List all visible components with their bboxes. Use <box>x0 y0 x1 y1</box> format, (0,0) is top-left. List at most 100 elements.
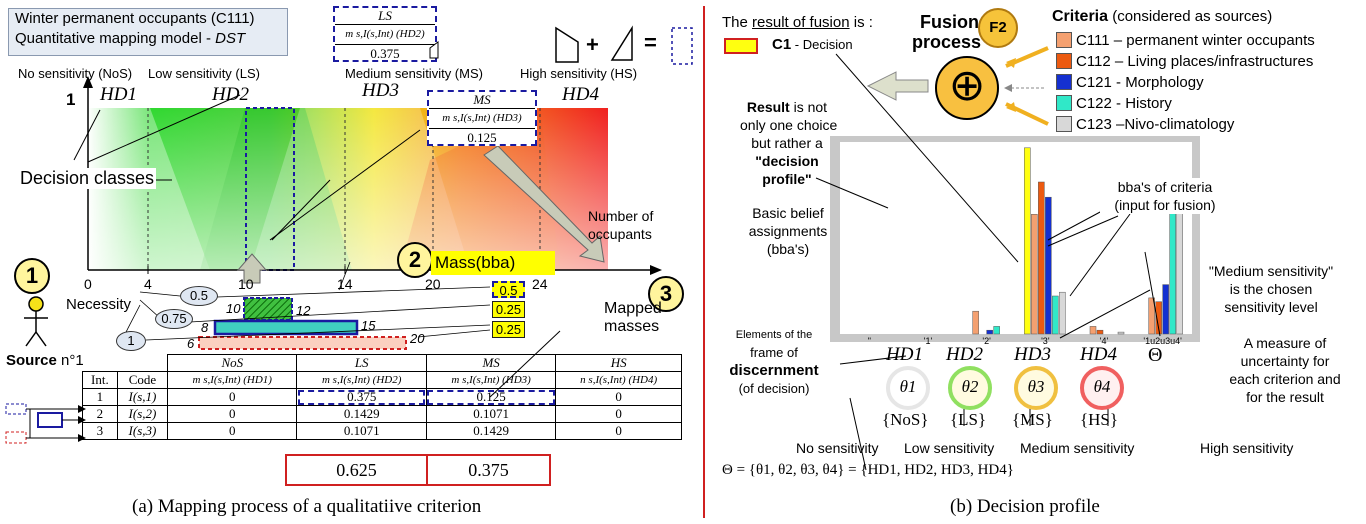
mapped-masses-1: Mapped <box>604 300 662 317</box>
axis-hd4: HD4 <box>1080 344 1117 365</box>
mapped-mass-2: 0.25 <box>492 301 525 318</box>
model-title-line2: Quantitative mapping model - DST <box>15 30 246 47</box>
up-arrow <box>236 253 268 284</box>
axis-hd1: HD1 <box>886 344 923 365</box>
mass-bba-label: Mass(bba) <box>431 251 555 275</box>
label-hs: High sensitivity (HS) <box>520 66 638 81</box>
caption-a: (a) Mapping process of a qualitatiive cr… <box>132 496 482 517</box>
table-top-header: NoS LS MS HS <box>83 354 682 372</box>
sens-low: Low sensitivity <box>904 440 995 456</box>
x-tick-0: 0 <box>84 276 92 292</box>
x-category-label: '1' <box>923 336 933 346</box>
sens-medium: Medium sensitivity <box>1020 440 1135 456</box>
necessity-1: 1 <box>116 331 146 351</box>
hd4-label: HD4 <box>562 84 599 105</box>
x-category-label: " <box>867 336 871 346</box>
hd1-label: HD1 <box>100 84 137 105</box>
label-ms: Medium sensitivity (MS) <box>345 66 483 81</box>
elements-note: Elements of the frame of discernment (of… <box>729 329 819 396</box>
legend-swatch <box>1056 32 1072 48</box>
ms-mass-card: MS m s,I(s,Int) (HD3) 0.125 <box>427 90 537 146</box>
table-row: 3 I(s,3) 0 0.1071 0.1429 0 <box>82 422 682 440</box>
bound-12: 12 <box>296 303 311 318</box>
x-category-label: '1u2u3u4' <box>1143 336 1182 346</box>
theta-4-circle: θ4 <box>1080 366 1124 410</box>
result-intro: The result of fusion is : <box>722 14 873 31</box>
bound-15: 15 <box>361 318 376 333</box>
x-tick-10: 10 <box>238 276 254 292</box>
uncert-note: A measure of uncertainty for each criterio… <box>1229 335 1341 405</box>
legend-label: C123 –Nivo-climatology <box>1076 116 1235 133</box>
legend-item: C122 - History <box>1056 95 1172 112</box>
num-occupants-1: Number of <box>588 208 654 224</box>
mapped-mass-3: 0.25 <box>492 321 525 338</box>
model-title-box <box>8 8 288 56</box>
necessity-0-75: 0.75 <box>155 309 193 329</box>
legend-label: C121 - Morphology <box>1076 74 1204 91</box>
bba-note: Basic belief assignments (bba's) <box>748 205 828 257</box>
label-nos: No sensitivity (NoS) <box>18 66 133 81</box>
frame-formula: Θ = {θ1, θ2, θ3, θ4} = {HD1, HD2, HD3, H… <box>722 462 1014 478</box>
label-ls: Low sensitivity (LS) <box>148 66 260 81</box>
x-tick-20: 20 <box>425 276 441 292</box>
diag-arrow <box>483 145 605 263</box>
legend-label: C112 – Living places/infrastructures <box>1076 53 1314 70</box>
table-header: Int. Code m s,I(s,Int) (HD1) m s,I(s,Int… <box>82 371 682 389</box>
legend-label: C122 - History <box>1076 95 1172 112</box>
theta-1-circle: θ1 <box>886 366 930 410</box>
theta-3-circle: θ3 <box>1014 366 1058 410</box>
medium-note: "Medium sensitivity" is the chosen sensiti… <box>1208 263 1334 315</box>
process-word: process <box>912 32 982 52</box>
legend-swatch <box>1056 116 1072 132</box>
axis-hd3: HD3 <box>1014 344 1051 365</box>
step-1-badge: 1 <box>14 258 50 294</box>
total-ms: 0.375 <box>427 454 551 486</box>
sens-high: High sensitivity <box>1200 440 1294 456</box>
legend-label: C111 – permanent winter occupants <box>1076 32 1315 49</box>
axis-theta: Θ <box>1148 344 1163 366</box>
x-tick-14: 14 <box>337 276 353 292</box>
bound-20: 20 <box>410 331 425 346</box>
stick-figure <box>24 296 48 347</box>
legend-swatch <box>1056 95 1072 111</box>
set-ms: {MS} <box>1012 410 1053 429</box>
set-nos: {NoS} <box>882 410 929 429</box>
c1-swatch <box>724 38 758 54</box>
step-3-badge: 3 <box>648 276 684 312</box>
x-category-label: '3' <box>1041 336 1050 346</box>
table-row: 1 I(s,1) 0 0.375 0.125 0 <box>82 388 682 406</box>
x-tick-4: 4 <box>144 276 152 292</box>
set-ls: {LS} <box>950 410 987 429</box>
hd3-label: HD3 <box>362 80 399 101</box>
mapped-mass-1: 0.5 <box>492 281 525 298</box>
fusion-word: Fusion <box>920 12 979 32</box>
criteria-title: Criteria (considered as sources) <box>1052 8 1273 25</box>
theta-2-circle: θ2 <box>948 366 992 410</box>
num-occupants-2: occupants <box>588 226 652 242</box>
plus-sign: + <box>586 32 599 57</box>
legend-swatch <box>1056 53 1072 69</box>
ls-mass-card: LS m s,I(s,Int) (HD2) 0.375 <box>333 6 437 62</box>
step-2-badge: 2 <box>397 242 433 278</box>
y-axis-one: 1 <box>66 90 76 109</box>
result-note: Result is not only one choice but rather… <box>740 99 838 187</box>
x-category-label: '2' <box>982 336 991 346</box>
total-ls: 0.625 <box>285 454 427 486</box>
legend-swatch <box>1056 74 1072 90</box>
axis-hd2: HD2 <box>946 344 983 365</box>
c1-label: C1 - Decision <box>772 36 853 53</box>
bound-6: 6 <box>187 336 195 351</box>
sens-no: No sensitivity <box>796 440 879 456</box>
model-title-line1: Winter permanent occupants (C111) <box>15 10 255 27</box>
decision-classes-label: Decision classes <box>18 168 157 189</box>
bound-8: 8 <box>201 320 209 335</box>
equals-sign: = <box>644 30 657 55</box>
necessity-label: Necessity <box>66 296 132 313</box>
set-hs: {HS} <box>1080 410 1119 429</box>
bound-10: 10 <box>226 301 241 316</box>
f2-badge: F2 <box>978 8 1018 48</box>
crit-bba-note: bba's of criteria (input for fusion) <box>1100 178 1230 214</box>
x-category-label: '4' <box>1099 336 1109 346</box>
mass-table: NoS LS MS HS Int. Code m s,I(s,Int) (HD1… <box>82 354 682 440</box>
legend-item: C121 - Morphology <box>1056 74 1204 91</box>
